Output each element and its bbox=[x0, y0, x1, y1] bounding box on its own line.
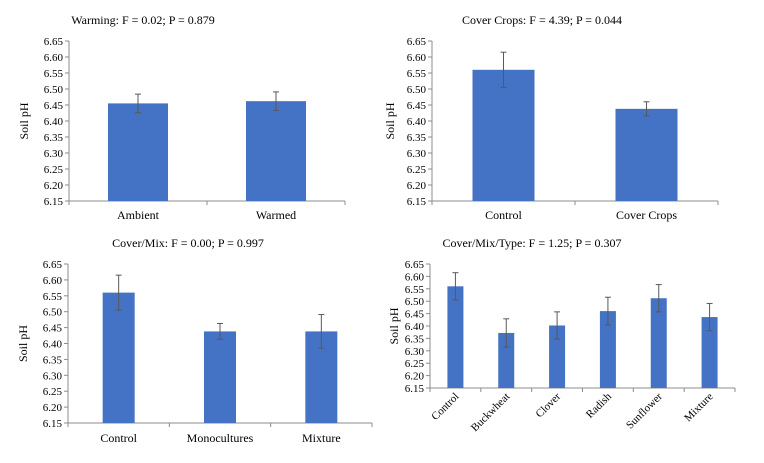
y-tick-label: 6.30 bbox=[44, 148, 64, 160]
y-tick-label: 6.55 bbox=[405, 284, 425, 296]
x-tick-label: Control bbox=[429, 391, 461, 423]
chart-title: Cover Crops: F = 4.39; P = 0.044 bbox=[462, 13, 622, 27]
bar-control bbox=[447, 286, 464, 388]
y-tick-label: 6.15 bbox=[43, 418, 63, 430]
x-tick-label: Ambient bbox=[117, 208, 160, 222]
y-tick-label: 6.15 bbox=[407, 196, 427, 208]
y-tick-label: 6.20 bbox=[44, 180, 64, 192]
y-tick-label: 6.30 bbox=[43, 370, 63, 382]
bar-control bbox=[472, 69, 535, 201]
x-tick-label: Clover bbox=[534, 390, 564, 420]
y-tick-label: 6.35 bbox=[44, 132, 64, 144]
bar-cover-crops bbox=[615, 108, 678, 201]
bar-monocultures bbox=[204, 331, 236, 423]
chart-panel-4: Cover/Mix/Type: F = 1.25; P = 0.307 Soil … bbox=[387, 236, 736, 434]
x-tick-label: Monocultures bbox=[187, 431, 254, 445]
bar-control bbox=[102, 292, 135, 423]
y-tick-label: 6.25 bbox=[405, 358, 425, 370]
y-tick-label: 6.15 bbox=[405, 383, 425, 395]
bar-ambient bbox=[108, 103, 168, 201]
bar-buckwheat bbox=[498, 332, 515, 388]
y-tick-label: 6.35 bbox=[407, 132, 427, 144]
y-axis-label: Soil pH bbox=[387, 307, 401, 344]
y-tick-label: 6.45 bbox=[405, 309, 425, 321]
bar-clover bbox=[549, 325, 566, 388]
y-tick-label: 6.65 bbox=[405, 259, 425, 271]
x-tick-label: Mixture bbox=[682, 391, 716, 425]
y-tick-label: 6.20 bbox=[405, 371, 425, 383]
x-tick-label: Cover Crops bbox=[616, 208, 677, 222]
y-tick-label: 6.40 bbox=[407, 116, 427, 128]
y-tick-label: 6.30 bbox=[405, 346, 425, 358]
x-tick-label: Control bbox=[485, 208, 522, 222]
x-tick-label: Control bbox=[100, 431, 137, 445]
x-tick-label: Mixture bbox=[302, 431, 341, 445]
chart-title: Cover/Mix/Type: F = 1.25; P = 0.307 bbox=[443, 236, 622, 250]
y-axis-label: Soil pH bbox=[16, 325, 30, 362]
y-tick-label: 6.25 bbox=[407, 164, 427, 176]
bar-sunflower bbox=[650, 298, 667, 388]
y-tick-label: 6.55 bbox=[407, 68, 427, 80]
chart-panel-3: Cover/Mix: F = 0.00; P = 0.997 Soil pH 6.1… bbox=[16, 236, 373, 445]
y-tick-label: 6.60 bbox=[407, 52, 427, 64]
y-tick-label: 6.55 bbox=[43, 291, 63, 303]
y-tick-label: 6.35 bbox=[405, 333, 425, 345]
x-tick-label: Sunflower bbox=[624, 390, 665, 431]
y-tick-label: 6.35 bbox=[43, 354, 63, 366]
y-tick-label: 6.40 bbox=[405, 321, 425, 333]
y-axis-label: Soil pH bbox=[17, 102, 31, 139]
chart-panel-1: Warming: F = 0.02; P = 0.879 Soil pH 6.15 6… bbox=[17, 13, 346, 222]
y-tick-label: 6.40 bbox=[43, 339, 63, 351]
y-tick-label: 6.20 bbox=[43, 402, 63, 414]
y-tick-label: 6.65 bbox=[407, 36, 427, 48]
y-axis-label: Soil pH bbox=[383, 102, 397, 139]
y-tick-label: 6.65 bbox=[44, 36, 64, 48]
chart-panel-2: Cover Crops: F = 4.39; P = 0.044 Soil pH 6… bbox=[383, 13, 719, 222]
y-tick-label: 6.40 bbox=[44, 116, 64, 128]
y-tick-label: 6.50 bbox=[44, 84, 64, 96]
y-tick-label: 6.30 bbox=[407, 148, 427, 160]
bar-mixture bbox=[701, 317, 718, 388]
y-tick-label: 6.25 bbox=[44, 164, 64, 176]
bar-radish bbox=[599, 311, 616, 388]
y-tick-label: 6.50 bbox=[43, 307, 63, 319]
y-tick-label: 6.60 bbox=[405, 271, 425, 283]
y-tick-label: 6.45 bbox=[43, 323, 63, 335]
x-tick-label: Radish bbox=[584, 390, 614, 420]
y-tick-label: 6.20 bbox=[407, 180, 427, 192]
y-tick-label: 6.55 bbox=[44, 68, 64, 80]
y-tick-label: 6.45 bbox=[407, 100, 427, 112]
chart-title: Cover/Mix: F = 0.00; P = 0.997 bbox=[112, 236, 264, 250]
chart-title: Warming: F = 0.02; P = 0.879 bbox=[71, 13, 214, 27]
y-tick-label: 6.15 bbox=[44, 196, 64, 208]
y-tick-label: 6.50 bbox=[405, 296, 425, 308]
y-tick-label: 6.50 bbox=[407, 84, 427, 96]
x-tick-label: Buckwheat bbox=[469, 391, 512, 434]
y-tick-label: 6.60 bbox=[43, 275, 63, 287]
bar-warmed bbox=[246, 101, 306, 201]
y-tick-label: 6.45 bbox=[44, 100, 64, 112]
y-tick-label: 6.65 bbox=[43, 259, 63, 271]
x-tick-label: Warmed bbox=[256, 208, 296, 222]
y-tick-label: 6.25 bbox=[43, 386, 63, 398]
y-tick-label: 6.60 bbox=[44, 52, 64, 64]
